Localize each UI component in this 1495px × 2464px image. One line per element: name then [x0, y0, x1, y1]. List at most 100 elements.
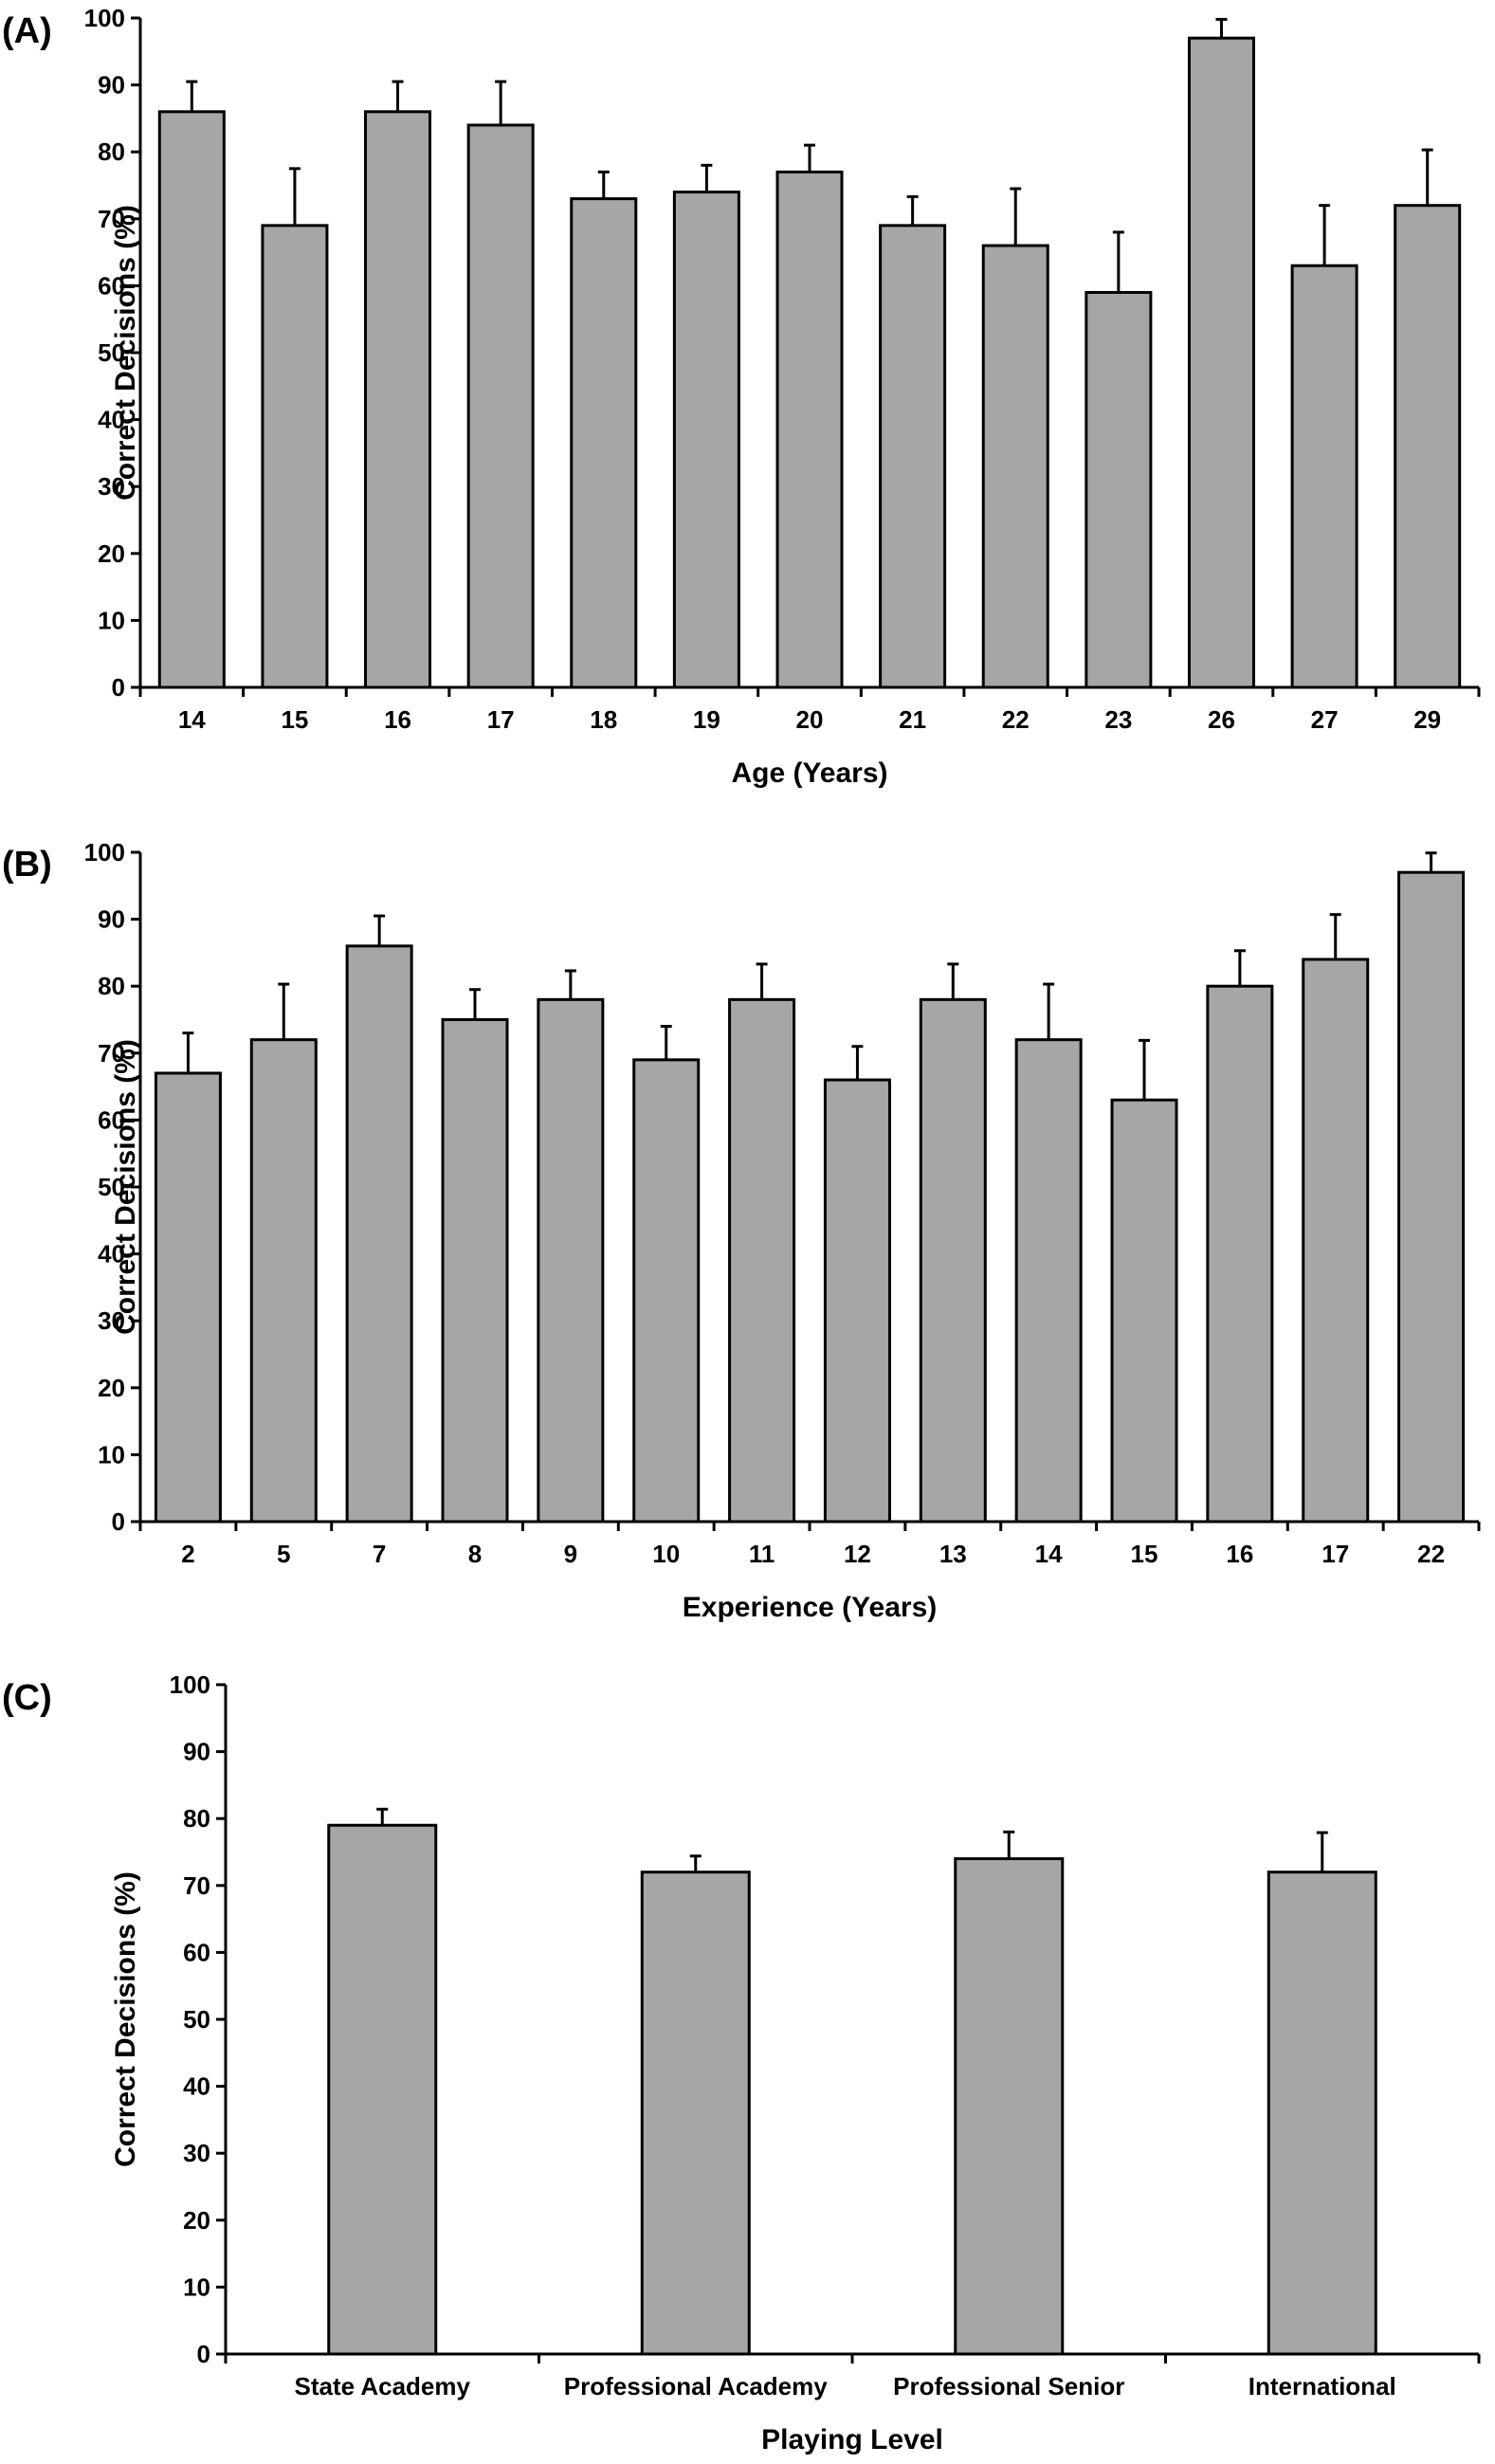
- y-tick-label: 90: [98, 71, 125, 100]
- bar-26: [1187, 36, 1255, 689]
- y-axis-title: Correct Decisions (%): [110, 1871, 141, 2167]
- y-tick-label: 50: [183, 2005, 210, 2034]
- x-tick-label: 21: [899, 705, 926, 734]
- x-tick-label: 15: [281, 705, 308, 734]
- x-tick-label: 19: [693, 705, 720, 734]
- y-tick-label: 60: [98, 1105, 125, 1134]
- x-tick-label: 16: [1226, 1540, 1253, 1568]
- x-tick-label: 10: [652, 1540, 680, 1568]
- bar-23: [1085, 290, 1153, 689]
- x-tick-label: 13: [939, 1540, 967, 1568]
- bar-14: [157, 110, 226, 689]
- y-tick-label: 90: [98, 905, 125, 934]
- x-tick-label: 2: [181, 1540, 194, 1568]
- bar-22: [1397, 870, 1466, 1524]
- bar-10: [632, 1058, 701, 1524]
- y-tick-label: 0: [112, 1507, 125, 1536]
- x-tick-label: State Academy: [295, 2372, 471, 2400]
- y-tick-label: 40: [183, 2072, 210, 2101]
- x-tick-label: 5: [277, 1540, 290, 1568]
- y-tick-label: 80: [183, 1804, 210, 1833]
- x-axis-title: Playing Level: [761, 2424, 943, 2455]
- x-tick-label: 17: [1322, 1540, 1349, 1568]
- bar-11: [728, 997, 796, 1524]
- x-tick-label: 14: [178, 705, 206, 734]
- panel-label: (B): [2, 845, 52, 885]
- panel-label: (A): [2, 11, 52, 51]
- y-tick-label: 10: [183, 2272, 210, 2301]
- x-axis-title: Experience (Years): [683, 1592, 938, 1623]
- x-tick-label: Professional Academy: [564, 2372, 828, 2400]
- y-tick-label: 50: [98, 1173, 125, 1201]
- x-tick-label: 18: [590, 705, 617, 734]
- y-tick-label: 90: [183, 1738, 210, 1766]
- y-tick-label: 0: [197, 2340, 210, 2368]
- y-tick-label: 70: [98, 205, 125, 233]
- y-tick-label: 70: [98, 1039, 125, 1068]
- y-tick-label: 80: [98, 137, 125, 166]
- x-tick-label: International: [1249, 2372, 1396, 2400]
- x-tick-label: 17: [487, 705, 515, 734]
- x-tick-label: 9: [564, 1540, 577, 1568]
- y-tick-label: 50: [98, 338, 125, 367]
- y-tick-label: 20: [98, 539, 125, 568]
- bar-international: [1267, 1871, 1377, 2356]
- chart-panel-a: (A) 0 10 20 30 40 50 60 70 80 90 100 14 15 16 17 18 19 20 2…: [2, 4, 1481, 789]
- chart-panel-c: (C) 0 10 20 30 40 50 60 70 80 90 100 State Academy Pr…: [2, 1670, 1481, 2455]
- y-tick-label: 10: [98, 606, 125, 634]
- y-tick-label: 40: [98, 406, 125, 434]
- bar-17: [1302, 958, 1370, 1524]
- bar-21: [879, 224, 947, 689]
- bar-9: [537, 997, 605, 1524]
- bar-7: [345, 944, 413, 1524]
- x-tick-label: 20: [796, 705, 824, 734]
- y-tick-label: 0: [112, 673, 125, 702]
- y-tick-label: 20: [98, 1374, 125, 1402]
- y-tick-label: 30: [183, 2139, 210, 2167]
- y-tick-label: 30: [98, 472, 125, 501]
- y-tick-label: 70: [183, 1871, 210, 1900]
- bar-13: [919, 997, 987, 1524]
- x-tick-label: 12: [844, 1540, 871, 1568]
- x-tick-label: 14: [1035, 1540, 1063, 1568]
- bar-20: [775, 170, 844, 689]
- x-tick-label: 16: [384, 705, 411, 734]
- bar-15: [261, 224, 329, 689]
- x-tick-label: 15: [1131, 1540, 1158, 1568]
- bar-12: [823, 1078, 891, 1524]
- y-tick-label: 30: [98, 1306, 125, 1335]
- bar-18: [570, 197, 638, 689]
- bar-14: [1014, 1038, 1083, 1524]
- bar-professional-academy: [640, 1871, 751, 2356]
- x-tick-label: 27: [1311, 705, 1339, 734]
- x-tick-label: 7: [373, 1540, 386, 1568]
- bar-16: [1206, 984, 1274, 1524]
- x-tick-label: 22: [1002, 705, 1030, 734]
- x-tick-label: 22: [1417, 1540, 1445, 1568]
- bar-state-academy: [327, 1823, 438, 2356]
- y-axis-title: Correct Decisions (%): [110, 1039, 141, 1335]
- bar-29: [1394, 204, 1462, 689]
- bar-professional-senior: [954, 1857, 1065, 2356]
- y-tick-label: 20: [183, 2206, 210, 2235]
- bar-27: [1290, 264, 1358, 689]
- y-tick-label: 60: [98, 271, 125, 300]
- chart-panel-b: (B) 0 10 20 30 40 50 60 70 80 90 100 2 5 7 8 9 10 11 12 13 14…: [2, 838, 1481, 1623]
- x-tick-label: Professional Senior: [893, 2372, 1124, 2400]
- bar-17: [466, 123, 535, 689]
- y-tick-label: 40: [98, 1240, 125, 1269]
- x-tick-label: 29: [1413, 705, 1441, 734]
- bar-5: [249, 1038, 318, 1524]
- x-axis-title: Age (Years): [731, 757, 887, 789]
- x-tick-label: 23: [1104, 705, 1132, 734]
- bar-19: [672, 191, 740, 689]
- x-tick-label: 26: [1208, 705, 1235, 734]
- bar-16: [364, 110, 432, 689]
- y-tick-label: 100: [170, 1670, 210, 1699]
- y-tick-label: 100: [84, 838, 125, 867]
- x-tick-label: 8: [468, 1540, 482, 1568]
- y-tick-label: 60: [183, 1938, 210, 1966]
- bar-15: [1110, 1098, 1178, 1524]
- bar-8: [441, 1018, 509, 1524]
- y-axis-title: Correct Decisions (%): [110, 205, 141, 501]
